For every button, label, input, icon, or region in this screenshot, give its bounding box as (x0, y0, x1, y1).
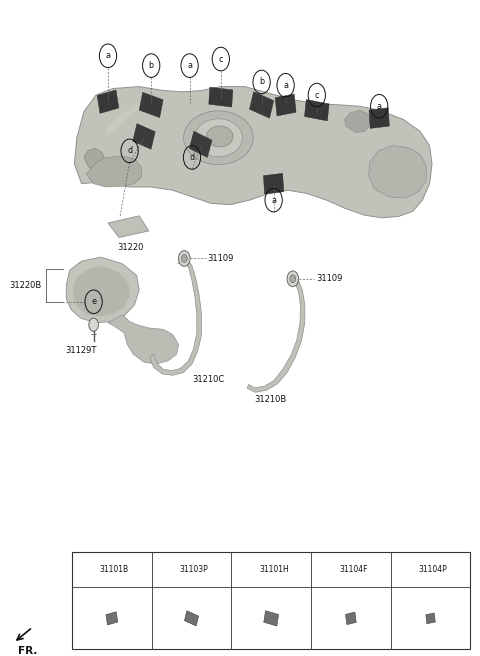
Circle shape (290, 275, 296, 283)
Text: b: b (164, 565, 168, 574)
Bar (189, 131, 212, 157)
Bar (369, 108, 389, 129)
Text: 31220: 31220 (118, 243, 144, 252)
Text: 31104F: 31104F (339, 565, 367, 574)
Text: 31210C: 31210C (192, 375, 224, 384)
Text: c: c (314, 91, 319, 100)
Text: d: d (127, 146, 132, 155)
Text: a: a (271, 195, 276, 205)
Text: 31129T: 31129T (65, 346, 96, 356)
Bar (346, 612, 356, 625)
Polygon shape (150, 258, 202, 375)
Polygon shape (84, 148, 106, 172)
Bar (275, 94, 296, 116)
Text: d: d (190, 153, 194, 162)
Text: a: a (283, 81, 288, 90)
Bar (250, 92, 274, 118)
Text: a: a (106, 51, 110, 60)
Bar (106, 612, 118, 625)
Ellipse shape (194, 119, 242, 157)
Polygon shape (74, 87, 432, 218)
Text: b: b (259, 77, 264, 87)
Text: a: a (187, 61, 192, 70)
Ellipse shape (206, 126, 233, 147)
Bar (264, 173, 284, 194)
Polygon shape (247, 279, 305, 392)
Text: 31101H: 31101H (259, 565, 289, 574)
Polygon shape (108, 216, 149, 237)
Circle shape (287, 271, 299, 287)
Text: 31104P: 31104P (419, 565, 447, 574)
Polygon shape (108, 315, 179, 364)
Polygon shape (369, 146, 426, 198)
Bar (139, 92, 163, 117)
Text: 31220B: 31220B (10, 281, 42, 290)
Polygon shape (345, 110, 372, 133)
Text: e: e (91, 297, 96, 306)
Ellipse shape (184, 111, 253, 165)
Text: d: d (323, 565, 328, 574)
Bar (209, 87, 233, 107)
Text: e: e (403, 565, 408, 574)
Text: a: a (84, 565, 89, 574)
Text: c: c (218, 54, 223, 64)
Bar (184, 611, 199, 626)
Circle shape (181, 255, 187, 262)
Bar (426, 613, 435, 624)
Text: 31109: 31109 (207, 254, 234, 263)
Text: 31101B: 31101B (100, 565, 129, 574)
Polygon shape (66, 257, 139, 323)
Bar (264, 611, 279, 626)
Text: FR.: FR. (18, 646, 37, 655)
Bar (72, 552, 470, 649)
Text: a: a (377, 102, 382, 111)
Bar (133, 124, 155, 149)
Text: c: c (244, 565, 248, 574)
Text: 31109: 31109 (316, 274, 342, 283)
Polygon shape (106, 100, 149, 134)
Circle shape (179, 251, 190, 266)
Bar (97, 90, 119, 113)
Text: 31103P: 31103P (180, 565, 208, 574)
Bar (304, 100, 329, 121)
Polygon shape (73, 266, 130, 316)
Text: 31210B: 31210B (254, 395, 287, 404)
Text: b: b (149, 61, 154, 70)
Polygon shape (86, 156, 142, 187)
Circle shape (89, 318, 98, 331)
